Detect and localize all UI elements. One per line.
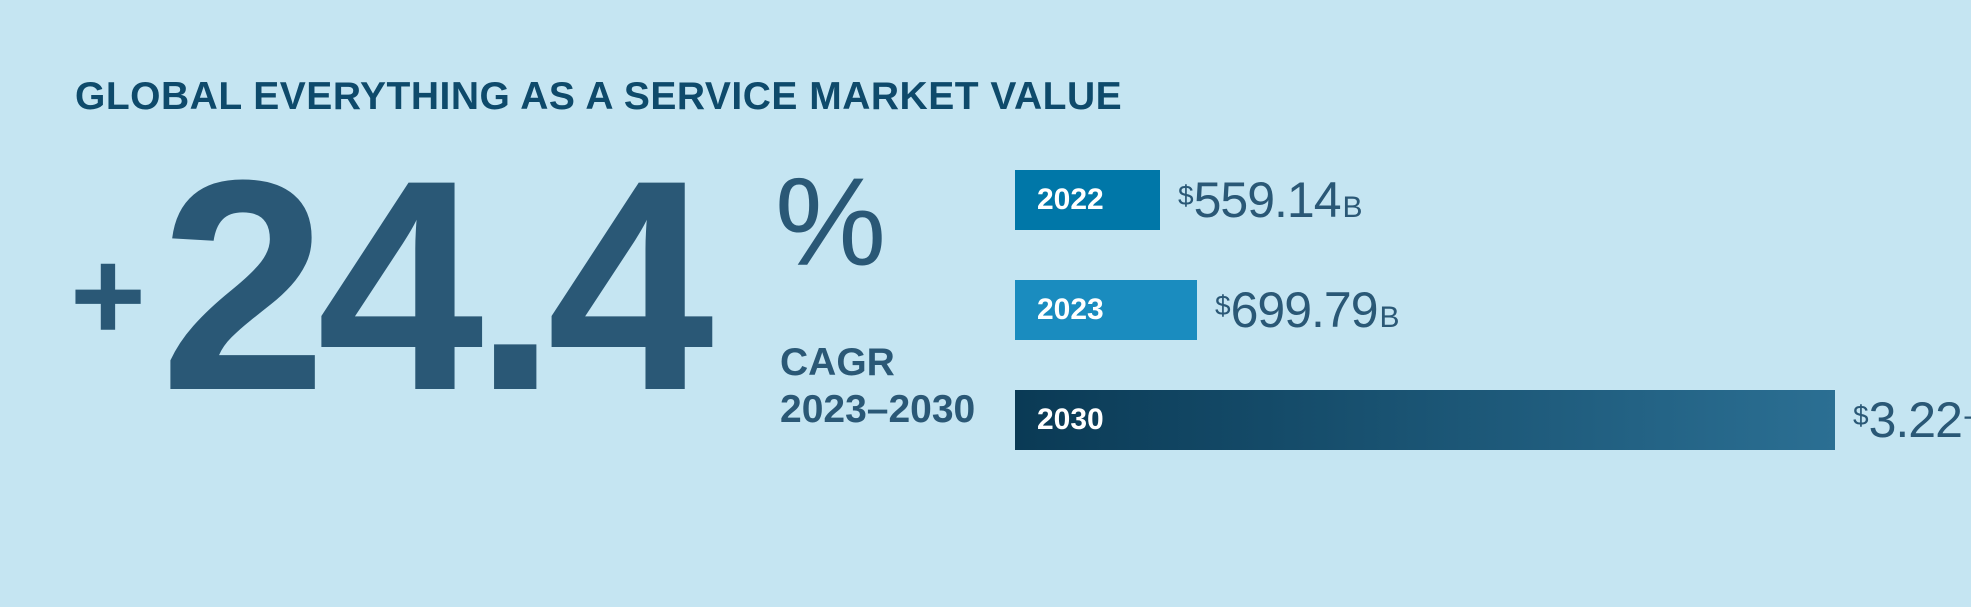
value-number: 559.14 [1194, 171, 1341, 229]
currency-symbol: $ [1178, 180, 1194, 212]
infographic-canvas: GLOBAL EVERYTHING AS A SERVICE MARKET VA… [0, 0, 1971, 607]
bar-year-label: 2030 [1015, 403, 1104, 437]
value-number: 699.79 [1231, 281, 1378, 339]
cagr-prefix: + [70, 230, 146, 360]
value-unit: B [1380, 301, 1400, 335]
cagr-sub-line2: 2023–2030 [780, 388, 975, 431]
value-number: 3.22 [1869, 391, 1962, 449]
market-bar-2023: 2023$699.79B [1015, 280, 1197, 340]
bar-value-label: $559.14B [1178, 171, 1363, 229]
currency-symbol: $ [1853, 400, 1869, 432]
bar-year-label: 2022 [1015, 183, 1104, 217]
market-bar-2030: 2030$3.22T [1015, 390, 1835, 450]
cagr-sub-line1: CAGR [780, 341, 895, 384]
currency-symbol: $ [1215, 290, 1231, 322]
cagr-suffix: % [775, 160, 886, 285]
bar-value-label: $699.79B [1215, 281, 1400, 339]
value-unit: T [1964, 411, 1971, 445]
market-bar-2022: 2022$559.14B [1015, 170, 1160, 230]
value-unit: B [1343, 191, 1363, 225]
cagr-subtext: CAGR 2023–2030 [780, 340, 975, 434]
cagr-value: 24.4 [160, 135, 704, 435]
chart-title: GLOBAL EVERYTHING AS A SERVICE MARKET VA… [75, 75, 1122, 119]
bar-year-label: 2023 [1015, 293, 1104, 327]
bar-value-label: $3.22T [1853, 391, 1971, 449]
